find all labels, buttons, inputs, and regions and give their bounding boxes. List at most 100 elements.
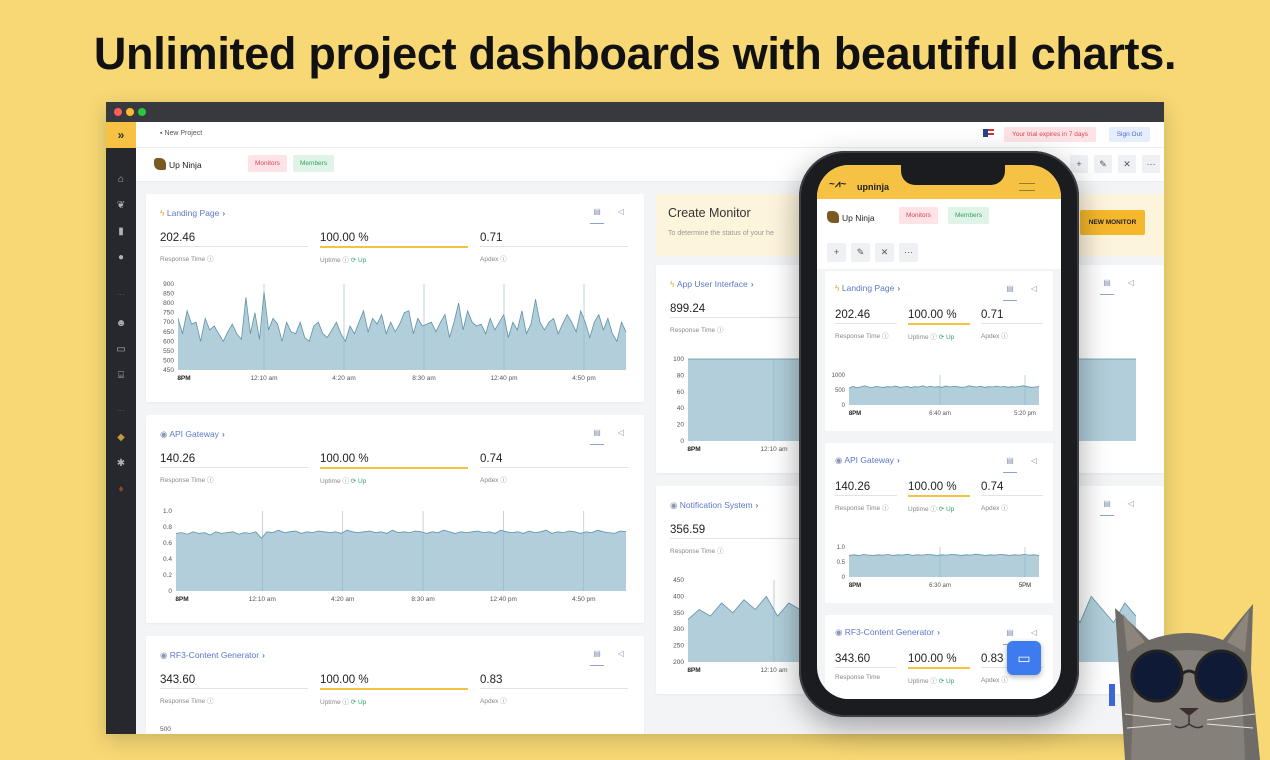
response-time-metric: 356.59 Response Time ⓘ xyxy=(670,524,818,555)
apdex-metric: 0.83 Apdex ⓘ xyxy=(480,674,628,705)
tab-monitors[interactable]: Monitors xyxy=(248,155,287,172)
info-icon: ⓘ xyxy=(342,257,349,264)
cat-with-sunglasses-image xyxy=(1109,604,1260,760)
trial-badge[interactable]: Your trial expires in 7 days xyxy=(1004,127,1096,142)
phone-monitor-card-api-gateway: ◉ API Gateway › ▤ ◁ 140.26 Response Time … xyxy=(825,443,1053,603)
x-tick-label: 4:20 am xyxy=(331,596,355,603)
response-time-label: Response Time xyxy=(670,548,716,555)
y-tick-label: 0 xyxy=(842,403,846,409)
chart-view-icon[interactable]: ▤ xyxy=(590,649,604,666)
series-area xyxy=(849,554,1039,577)
response-time-label: Response Time xyxy=(835,505,881,512)
delete-icon[interactable]: ✕ xyxy=(875,243,894,262)
maximize-window-dot[interactable] xyxy=(138,108,146,116)
new-project-link[interactable]: ▪ New Project xyxy=(160,130,203,137)
monitor-title[interactable]: ◉ Notification System › xyxy=(670,500,758,511)
monitor-title[interactable]: ϟ Landing Page › xyxy=(835,283,900,293)
info-icon: ⓘ xyxy=(206,698,214,705)
chart-view-icon[interactable]: ▤ xyxy=(1003,456,1017,473)
monitor-title[interactable]: ◉ RF3-Content Generator › xyxy=(160,650,265,661)
apdex-label: Apdex xyxy=(480,698,499,705)
hamburger-menu-icon[interactable] xyxy=(1019,183,1035,191)
series-area xyxy=(849,385,1039,405)
add-icon[interactable]: + xyxy=(827,243,846,262)
tab-members[interactable]: Members xyxy=(293,155,335,172)
chart-view-icon[interactable]: ▤ xyxy=(1003,284,1017,301)
info-icon: ⓘ xyxy=(500,477,507,484)
chevron-right-icon: › xyxy=(755,500,759,510)
chart-view-icon[interactable]: ▤ xyxy=(590,428,604,445)
bank-icon[interactable]: ⌸ xyxy=(118,370,124,381)
bulb-icon[interactable]: ● xyxy=(117,252,125,263)
sunglasses-bridge xyxy=(1181,669,1197,676)
apdex-metric: 0.71 Apdex ⓘ xyxy=(981,309,1043,340)
bug-icon[interactable]: ✱ xyxy=(116,458,126,469)
user-icon[interactable]: ☻ xyxy=(115,318,127,329)
more-icon[interactable]: ··· xyxy=(1142,155,1160,173)
ninja-project-icon[interactable]: ◆ xyxy=(117,432,125,443)
uptime-label: Uptime xyxy=(908,334,929,341)
response-time-label: Response Time xyxy=(160,477,206,484)
y-tick-label: 60 xyxy=(677,389,685,396)
announce-icon[interactable]: ◁ xyxy=(617,649,625,658)
close-window-dot[interactable] xyxy=(114,108,122,116)
beetle-icon[interactable]: ♦ xyxy=(118,484,124,495)
y-tick-label: 500 xyxy=(160,726,171,733)
sign-out-button[interactable]: Sign Out xyxy=(1108,127,1150,142)
chart-view-icon[interactable]: ▤ xyxy=(590,207,604,224)
more-icon[interactable]: ··· xyxy=(899,243,918,262)
home-icon[interactable]: ⌂ xyxy=(117,174,125,185)
x-tick-label: 12:40 pm xyxy=(490,596,517,603)
y-tick-label: 500 xyxy=(835,388,846,394)
book-icon[interactable]: ▮ xyxy=(118,226,124,237)
monitor-title[interactable]: ◉ RF3-Content Generator › xyxy=(835,627,940,638)
new-monitor-button[interactable]: NEW MONITOR xyxy=(1080,210,1145,235)
response-time-metric: 140.26 Response Time ⓘ xyxy=(160,453,308,484)
announce-icon[interactable]: ◁ xyxy=(1127,499,1135,508)
monitor-card-api-gateway: ◉ API Gateway › ▤ ◁ 140.26 Response Time … xyxy=(146,415,644,623)
sidebar-divider-icon: ··· xyxy=(117,406,125,415)
edit-icon[interactable]: ✎ xyxy=(1094,155,1112,173)
x-tick-label: 12:40 pm xyxy=(490,375,517,382)
series-line xyxy=(848,553,1040,557)
chart-view-icon[interactable]: ▤ xyxy=(1100,499,1114,516)
announce-icon[interactable]: ◁ xyxy=(1030,628,1038,637)
leaf-icon[interactable]: ❦ xyxy=(116,200,126,211)
info-icon: ⓘ xyxy=(930,506,937,513)
expand-sidebar-icon[interactable]: » xyxy=(106,122,136,148)
add-icon[interactable]: + xyxy=(1070,155,1088,173)
y-tick-label: 550 xyxy=(163,348,174,355)
cat-whiskers xyxy=(1124,713,1256,729)
monitor-title[interactable]: ◉ API Gateway › xyxy=(835,455,900,466)
y-tick-label: 500 xyxy=(163,357,174,364)
announce-icon[interactable]: ◁ xyxy=(1030,284,1038,293)
info-icon: ⓘ xyxy=(206,256,214,263)
cat-ear-left xyxy=(1123,614,1145,652)
monitor-title[interactable]: ◉ API Gateway › xyxy=(160,429,225,440)
us-flag-icon[interactable] xyxy=(983,129,994,137)
x-tick-label: 8PM xyxy=(849,583,861,589)
phone-screen: ~⩘~ upninja Up Ninja Monitors Members + … xyxy=(817,165,1061,699)
y-tick-label: 850 xyxy=(163,291,174,298)
tab-members[interactable]: Members xyxy=(948,207,990,224)
x-tick-label: 6:40 am xyxy=(929,411,951,417)
status-up-badge: ⟳ Up xyxy=(938,678,955,685)
announce-icon[interactable]: ◁ xyxy=(1127,278,1135,287)
monitor-title[interactable]: ϟ Landing Page › xyxy=(160,208,225,218)
tab-monitors[interactable]: Monitors xyxy=(899,207,938,224)
edit-icon[interactable]: ✎ xyxy=(851,243,870,262)
card-icon[interactable]: ▭ xyxy=(116,344,126,355)
x-tick-label: 5PM xyxy=(1019,583,1031,589)
status-up-badge: ⟳ Up xyxy=(350,478,367,485)
chat-icon[interactable]: ▭ xyxy=(1007,641,1041,675)
info-icon: ⓘ xyxy=(500,256,507,263)
chart-view-icon[interactable]: ▤ xyxy=(1003,628,1017,645)
announce-icon[interactable]: ◁ xyxy=(1030,456,1038,465)
monitor-title[interactable]: ϟ App User Interface › xyxy=(670,279,754,289)
announce-icon[interactable]: ◁ xyxy=(617,428,625,437)
announce-icon[interactable]: ◁ xyxy=(617,207,625,216)
delete-icon[interactable]: ✕ xyxy=(1118,155,1136,173)
chart-view-icon[interactable]: ▤ xyxy=(1100,278,1114,295)
minimize-window-dot[interactable] xyxy=(126,108,134,116)
monitor-name: API Gateway xyxy=(169,429,219,439)
